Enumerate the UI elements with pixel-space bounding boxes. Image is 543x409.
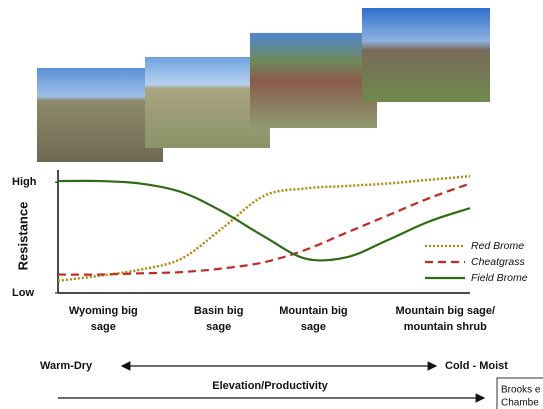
annotation: Cold - Moist (445, 360, 508, 372)
series-line (57, 174, 471, 282)
citation: Brooks e (501, 385, 541, 396)
series-line (57, 179, 471, 262)
citation: Chambe (501, 398, 539, 409)
x-tick-label: Mountain big sage (279, 305, 348, 333)
photo (37, 68, 163, 162)
legend-label: Red Brome (471, 240, 524, 252)
x-tick-label: Basin big sage (193, 305, 244, 333)
citation-box (496, 377, 543, 409)
y-tick-label: Low (12, 287, 34, 299)
legend-label: Field Brome (471, 272, 528, 284)
y-tick-label: High (12, 176, 37, 188)
series-line (57, 182, 471, 276)
photo (250, 33, 377, 128)
y-axis-label: Resistance (15, 202, 30, 271)
x-tick-label: Mountain big sage/ mountain shrub (395, 305, 496, 333)
legend-label: Cheatgrass (471, 256, 525, 268)
photo (145, 57, 270, 148)
x-tick-label: Wyoming big sage (68, 305, 138, 333)
photo (362, 8, 490, 102)
annotation: Warm-Dry (40, 360, 93, 372)
annotation: Elevation/Productivity (212, 380, 328, 392)
